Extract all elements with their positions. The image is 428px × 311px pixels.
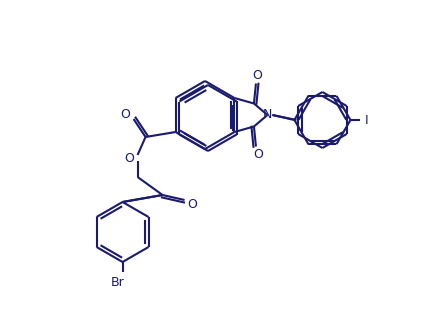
- Text: O: O: [187, 198, 197, 211]
- Text: I: I: [365, 114, 368, 127]
- Text: Br: Br: [111, 276, 125, 289]
- Text: N: N: [263, 109, 272, 122]
- Text: O: O: [125, 151, 134, 165]
- Text: O: O: [252, 69, 262, 82]
- Text: O: O: [253, 148, 263, 161]
- Text: O: O: [121, 108, 131, 120]
